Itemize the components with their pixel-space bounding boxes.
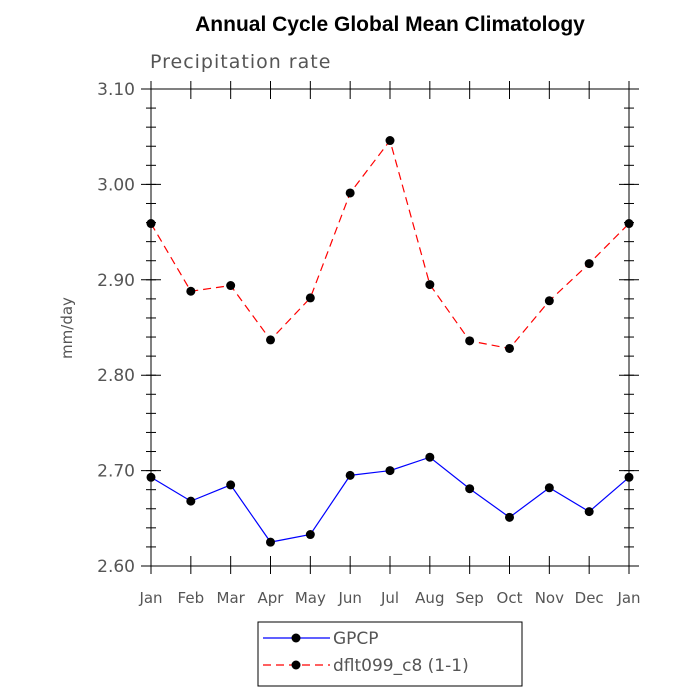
y-tick-label: 3.00 (97, 175, 135, 195)
legend-box (257, 621, 523, 687)
y-tick-label: 2.60 (97, 557, 135, 577)
y-axis-label: mm/day (58, 297, 76, 359)
data-point-s1-10 (544, 296, 554, 306)
legend-label-0: GPCP (333, 629, 379, 649)
data-point-s1-12 (624, 219, 634, 229)
data-point-s0-2 (226, 480, 236, 490)
x-tick-label: Aug (415, 589, 444, 607)
y-tick-label: 2.80 (97, 366, 135, 386)
chart-title: Annual Cycle Global Mean Climatology (195, 13, 585, 36)
series-points (146, 136, 634, 547)
legend-marker-1 (291, 660, 301, 670)
x-tick-label: Jun (337, 589, 361, 607)
x-tick-label: May (295, 589, 326, 607)
data-point-s1-3 (266, 335, 275, 345)
data-point-s0-9 (505, 512, 514, 522)
data-point-s0-4 (305, 530, 315, 540)
data-point-s0-1 (186, 496, 196, 506)
data-point-s0-11 (584, 507, 594, 517)
data-point-s0-0 (146, 472, 156, 482)
data-point-s1-7 (425, 280, 435, 290)
data-point-s1-1 (186, 286, 196, 296)
series-lines (150, 139, 630, 543)
x-tick-label: Jul (380, 589, 399, 607)
x-tick-label: Apr (258, 589, 285, 607)
x-tick-label: Feb (178, 589, 205, 607)
data-point-s1-2 (226, 281, 236, 291)
data-point-s0-8 (465, 484, 475, 494)
x-tick-label: Oct (497, 589, 523, 607)
data-point-s0-12 (624, 472, 634, 482)
x-tick-label: Dec (575, 589, 604, 607)
data-point-s1-4 (305, 293, 315, 303)
x-tick-label: Nov (535, 589, 564, 607)
x-tick-label: Jan (138, 589, 162, 607)
data-point-s0-3 (266, 537, 275, 547)
data-point-s1-11 (584, 259, 594, 269)
x-tick-label: Mar (217, 589, 246, 607)
legend-label-1: dflt099_c8 (1-1) (333, 656, 469, 676)
data-point-s0-6 (385, 466, 395, 476)
x-tick-label: Jan (616, 589, 640, 607)
data-point-s1-0 (146, 219, 156, 229)
plot-frame (150, 88, 630, 567)
series-line-1 (150, 139, 630, 350)
legend-marker-0 (291, 633, 301, 643)
legend: GPCP dflt099_c8 (1-1) (263, 629, 469, 676)
y-tick-label: 2.70 (97, 462, 135, 482)
data-point-s1-9 (505, 343, 514, 353)
x-tick-label: Sep (456, 589, 484, 607)
data-point-s0-10 (544, 483, 554, 493)
y-tick-label: 2.90 (97, 271, 135, 291)
y-tick-label: 3.10 (97, 80, 135, 100)
data-point-s1-5 (345, 188, 355, 198)
chart-subtitle: Precipitation rate (150, 51, 331, 73)
data-point-s1-6 (385, 136, 395, 146)
data-point-s0-7 (425, 452, 435, 462)
data-point-s1-8 (465, 336, 475, 346)
axis-ticks: 2.60 2.70 2.80 2.90 3.00 3.10 Jan Feb Mar Apr May J… (97, 80, 640, 607)
data-point-s0-5 (345, 470, 355, 480)
